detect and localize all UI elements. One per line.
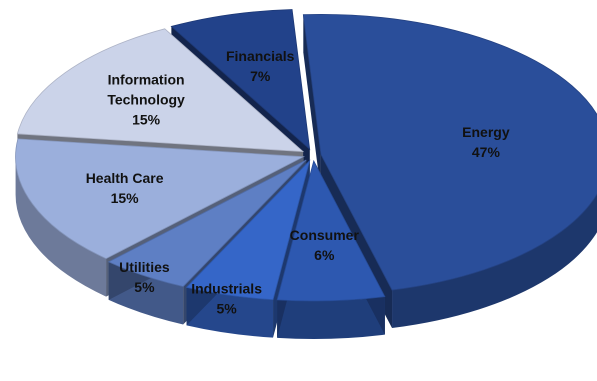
slice-label-financials: Financials 7% — [226, 48, 295, 84]
slice-wall-energy — [303, 14, 321, 193]
slice-health-care — [15, 138, 306, 260]
slice-side-health-care — [15, 156, 107, 297]
slice-side-consumer — [277, 296, 385, 339]
slice-financials — [170, 9, 311, 151]
slice-label-health-care: Health Care 15% — [86, 170, 164, 206]
slice-energy — [302, 13, 597, 291]
slice-side-energy — [392, 194, 597, 329]
slice-consumer — [276, 159, 386, 302]
slice-label-energy: Energy 47% — [462, 124, 510, 160]
slice-information-technology — [16, 28, 305, 153]
slice-industrials — [185, 159, 311, 301]
slice-label-utilities: Utilities 5% — [119, 259, 170, 295]
pie-labels: Energy 47% Consumer 6% Industrials 5% Utilitie… — [86, 48, 510, 317]
slice-utilities — [107, 159, 307, 287]
slice-label-industrials: Industrials 5% — [191, 281, 262, 317]
slice-label-consumer: Consumer 6% — [290, 227, 360, 263]
slice-label-information-technology: Information Technology 15% — [107, 72, 185, 128]
pie-tops — [15, 9, 597, 302]
